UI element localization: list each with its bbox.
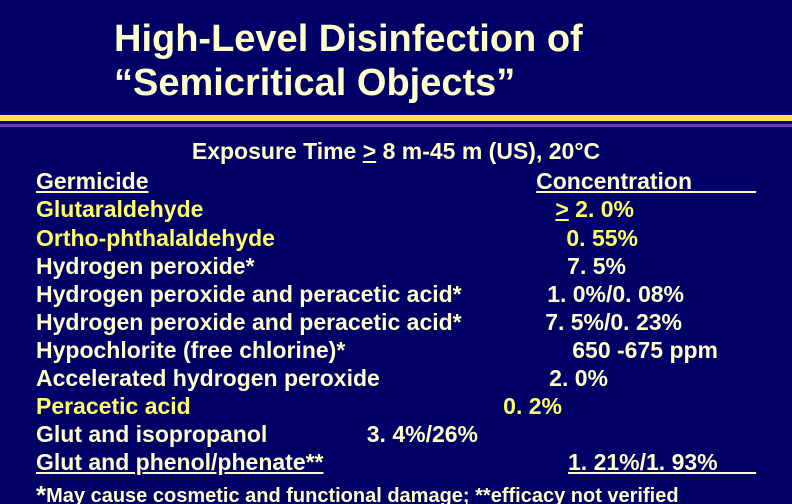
divider-yellow [0, 115, 792, 121]
footnote-text: May cause cosmetic and functional damage… [46, 485, 678, 504]
concentration-value: 1. 0%/0. 08% [547, 280, 756, 308]
exposure-subtitle: Exposure Time > 8 m-45 m (US), 20°C [36, 137, 756, 165]
subtitle-prefix: Exposure Time [192, 138, 363, 164]
subtitle-ge: > [363, 138, 376, 164]
table-row: Accelerated hydrogen peroxide2. 0% [36, 364, 756, 392]
header-germicide: Germicide [36, 167, 149, 195]
concentration-value: 3. 4%/26% [367, 420, 756, 448]
subtitle-suffix: 8 m-45 m (US), 20°C [376, 138, 600, 164]
table-row: Glut and isopropanol3. 4%/26% [36, 420, 756, 448]
table-row: Glut and phenol/phenate** 1. 21%/1. 93%_… [36, 448, 756, 476]
footnote: *May cause cosmetic and functional damag… [36, 480, 756, 504]
data-rows: Glutaraldehyde> 2. 0%Ortho-phthalaldehyd… [36, 195, 756, 475]
germicide-name: Glut and isopropanol [36, 420, 367, 448]
table-row: Hydrogen peroxide* 7. 5% [36, 252, 756, 280]
concentration-value: 0. 55% [566, 224, 756, 252]
table-row: Peracetic acid0. 2% [36, 392, 756, 420]
header-concentration: Concentration_____ [536, 167, 756, 195]
germicide-name: Ortho-phthalaldehyde [36, 224, 566, 252]
concentration-value: 2. 0% [549, 364, 756, 392]
germicide-name: Accelerated hydrogen peroxide [36, 364, 549, 392]
slide: High-Level Disinfection of “Semicritical… [0, 0, 792, 504]
germicide-name: Peracetic acid [36, 392, 503, 420]
germicide-name: Hydrogen peroxide and peracetic acid* [36, 280, 547, 308]
table-row: Ortho-phthalaldehyde 0. 55% [36, 224, 756, 252]
table-row: Hydrogen peroxide and peracetic acid*7. … [36, 308, 756, 336]
column-headers: Germicide Concentration_____ [36, 167, 756, 195]
table-row: Glutaraldehyde> 2. 0% [36, 195, 756, 223]
table-row: Hypochlorite (free chlorine)* 650 -675 p… [36, 336, 756, 364]
germicide-name: Hydrogen peroxide* [36, 252, 567, 280]
slide-title: High-Level Disinfection of “Semicritical… [0, 0, 792, 113]
title-line-1: High-Level Disinfection of [114, 18, 583, 60]
germicide-name: Hydrogen peroxide and peracetic acid* [36, 308, 545, 336]
concentration-value: 7. 5%/0. 23% [545, 308, 756, 336]
germicide-name: Glutaraldehyde [36, 195, 555, 223]
concentration-value: > 2. 0% [555, 195, 756, 223]
concentration-value: 650 -675 ppm [572, 336, 756, 364]
divider [0, 115, 792, 127]
concentration-value: 1. 21%/1. 93%___ [568, 448, 756, 476]
concentration-value: 0. 2% [503, 392, 756, 420]
germicide-name: Hypochlorite (free chlorine)* [36, 336, 572, 364]
content: Exposure Time > 8 m-45 m (US), 20°C Germ… [0, 127, 792, 504]
table-row: Hydrogen peroxide and peracetic acid* 1.… [36, 280, 756, 308]
title-line-2: “Semicritical Objects” [114, 62, 515, 104]
germicide-name: Glut and phenol/phenate** [36, 448, 568, 476]
concentration-value: 7. 5% [567, 252, 756, 280]
footnote-asterisk: * [36, 480, 46, 504]
